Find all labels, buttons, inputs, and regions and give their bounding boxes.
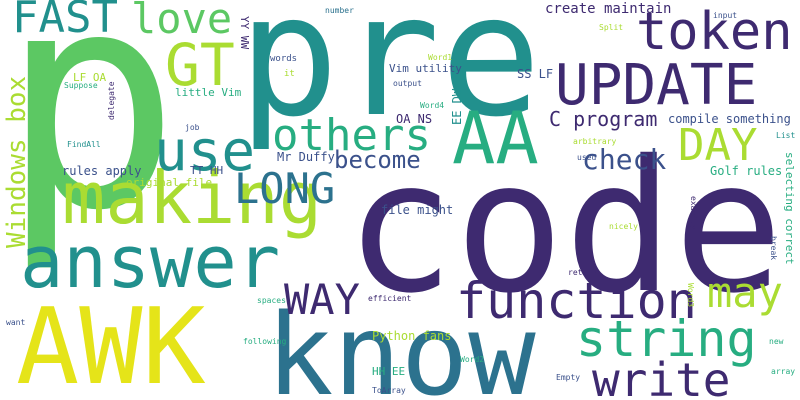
word-split: Split [599, 23, 624, 32]
word-suppose: Suppose [64, 81, 98, 90]
word-windows-box: Windows box [2, 75, 32, 248]
word-selecting-correct: selecting correct [783, 152, 796, 265]
word-number: number [325, 6, 354, 15]
word-exactly: exactly [689, 196, 698, 230]
word-create-maintain: create maintain [545, 1, 672, 17]
word-job: job [185, 123, 200, 132]
word-tt-hh: TT HH [190, 164, 224, 177]
word-become: become [334, 146, 421, 174]
word-others: others [272, 110, 431, 161]
word-spaces: spaces [257, 296, 286, 305]
word-following: following [243, 337, 287, 346]
word-golf-rules: Golf rules [710, 164, 783, 178]
word-word2: Word2 [460, 355, 485, 364]
word-input: input [713, 11, 738, 20]
word-compile-something: compile something [668, 112, 791, 126]
word-yy-ww: YY WW [238, 16, 251, 50]
word-code: code [345, 121, 784, 333]
word-list: List [776, 131, 796, 140]
word-output: output [393, 79, 422, 88]
word-toarray: ToArray [372, 386, 406, 395]
word-efficient: efficient [368, 294, 412, 303]
word-awk: AWK [16, 286, 206, 400]
word-used: used [577, 153, 597, 162]
word-nicely: nicely [609, 222, 638, 231]
word-original-file: original file [126, 176, 213, 189]
word-answer: answer [20, 220, 281, 304]
word-want: want [6, 318, 26, 327]
word-word4: Word4 [420, 101, 445, 110]
word-making: making [62, 156, 323, 240]
word-file-might: file might [381, 203, 454, 217]
word-aa: AA [452, 96, 539, 180]
word-word1: Word1 [428, 53, 453, 62]
word-lf-oa: LF OA [73, 71, 107, 84]
word-ee-dw: EE DW [450, 88, 464, 125]
word-return: return [568, 268, 597, 277]
word-may: may [707, 268, 783, 317]
word-write: write [592, 353, 731, 400]
word-ss-lf: SS LF [517, 67, 554, 81]
word-fast: FAST [12, 0, 118, 43]
word-oa-ns: OA NS [396, 112, 433, 126]
word-token: token [636, 2, 793, 62]
word-it: it [284, 69, 295, 79]
word-rules-apply: rules apply [62, 164, 142, 178]
word-update: UPDATE [555, 53, 758, 118]
word-new: new [769, 337, 784, 346]
word-python-fans: Python fans [372, 329, 452, 343]
word-love: love [131, 0, 233, 43]
word-word3: Word3 [686, 283, 695, 308]
word-string: string [576, 310, 757, 368]
word-hh-ee: HH EE [372, 365, 406, 378]
word-empty: Empty [556, 373, 581, 382]
word-break: break [769, 236, 778, 261]
word-mr-duffy: Mr Duffy [277, 150, 335, 164]
word-findall: FindAll [67, 140, 101, 149]
word-use: use [154, 119, 256, 184]
word-vim-utility: Vim utility [389, 62, 462, 75]
word-p: p [0, 0, 181, 276]
word-delegate: delegate [107, 81, 116, 120]
word-array: array [771, 367, 796, 376]
word-pre: pre [238, 0, 542, 154]
word-arbitrary: arbitrary [573, 137, 617, 146]
word-c-program: C program [549, 107, 658, 131]
word-day: DAY [678, 120, 758, 171]
word-know: know [266, 291, 536, 400]
word-long: LONG [234, 164, 336, 213]
word-gt: GT [165, 31, 235, 99]
word-little-vim: little Vim [175, 86, 242, 99]
word-way: WAY [284, 275, 360, 324]
word-function: function [456, 272, 697, 330]
word-words: words [270, 54, 298, 64]
word-check: check [582, 143, 667, 176]
